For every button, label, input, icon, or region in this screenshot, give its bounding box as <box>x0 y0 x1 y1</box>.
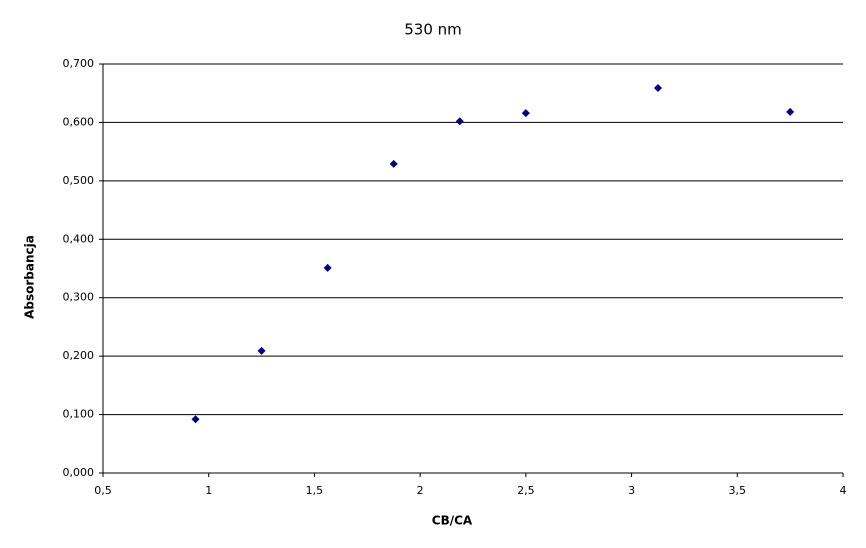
y-tick-label: 0,400 <box>63 232 95 245</box>
x-tick-label: 3,5 <box>729 484 747 497</box>
x-tick-label: 2 <box>417 484 424 497</box>
y-tick-label: 0,200 <box>63 349 95 362</box>
data-point <box>191 415 200 424</box>
data-point <box>257 346 266 355</box>
data-point <box>323 263 332 272</box>
x-tick-label: 1 <box>205 484 212 497</box>
x-tick-label: 1,5 <box>306 484 324 497</box>
x-tick-label: 2,5 <box>517 484 535 497</box>
y-tick-label: 0,000 <box>63 466 95 479</box>
y-tick-label: 0,600 <box>63 115 95 128</box>
y-tick-label: 0,500 <box>63 174 95 187</box>
data-point <box>521 109 530 118</box>
x-tick-label: 3 <box>628 484 635 497</box>
y-axis-title: Absorbancja <box>23 235 37 319</box>
data-point <box>389 159 398 168</box>
x-tick-label: 4 <box>840 484 847 497</box>
x-tick-label: 0,5 <box>94 484 112 497</box>
y-tick-label: 0,100 <box>63 408 95 421</box>
data-point <box>455 117 464 126</box>
y-tick-label: 0,300 <box>63 291 95 304</box>
x-axis-title: CB/CA <box>432 514 473 528</box>
data-point <box>786 107 795 116</box>
y-tick-label: 0,700 <box>63 57 95 70</box>
data-point <box>654 83 662 92</box>
chart-title: 530 nm <box>404 21 462 39</box>
